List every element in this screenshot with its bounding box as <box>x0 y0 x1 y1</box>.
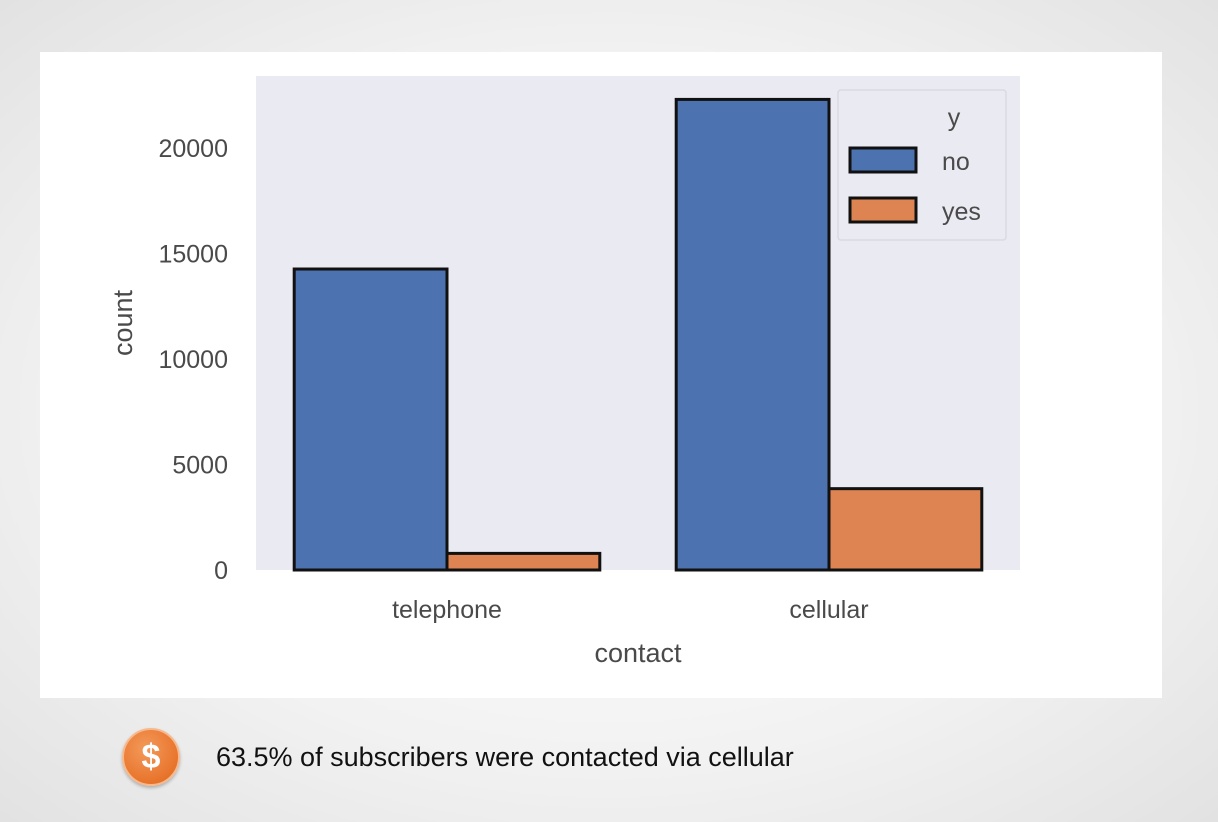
legend-swatch-no <box>848 146 918 174</box>
legend-swatch-yes <box>848 196 918 224</box>
legend-label-yes: yes <box>942 198 981 226</box>
x-tick-label: cellular <box>789 596 868 624</box>
bar-chart: 0 5000 10000 15000 20000 telephone cellular con… <box>108 76 1020 668</box>
y-axis-label: count <box>108 289 138 356</box>
bar-no-cellular <box>674 97 831 572</box>
chart-card: 0 5000 10000 15000 20000 telephone cellular con… <box>40 52 1162 698</box>
y-tick-label: 20000 <box>158 135 228 163</box>
bar-no-telephone <box>292 267 449 572</box>
legend-label-no: no <box>942 148 970 176</box>
dollar-symbol: $ <box>141 737 161 776</box>
bar-yes-cellular <box>827 487 984 572</box>
y-tick-label: 0 <box>214 557 228 585</box>
y-tick-label: 5000 <box>172 451 228 479</box>
y-tick-label: 10000 <box>158 346 228 374</box>
legend-title: y <box>948 104 961 132</box>
x-tick-label: telephone <box>392 596 502 624</box>
x-axis-label: contact <box>594 638 682 668</box>
dollar-icon: $ <box>122 728 180 786</box>
footer-text: 63.5% of subscribers were contacted via … <box>216 741 794 772</box>
y-tick-label: 15000 <box>158 240 228 268</box>
bar-yes-telephone <box>445 551 602 572</box>
footer: $ 63.5% of subscribers were contacted vi… <box>122 727 1122 787</box>
